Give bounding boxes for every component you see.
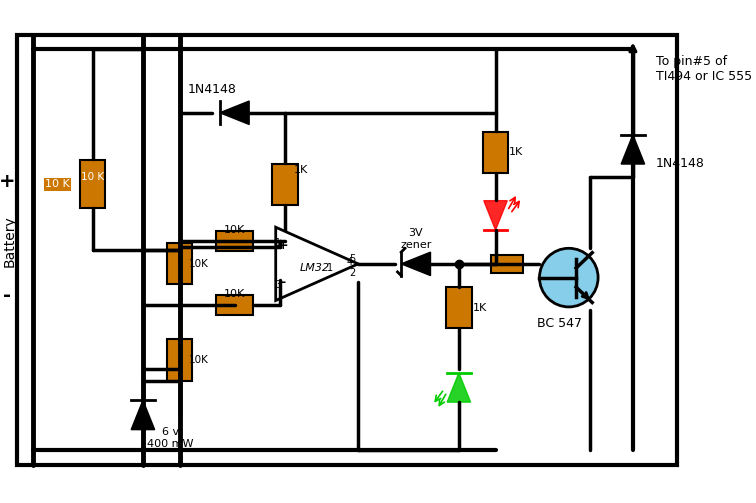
FancyBboxPatch shape bbox=[216, 295, 253, 315]
Polygon shape bbox=[447, 373, 470, 402]
Text: 1K: 1K bbox=[472, 303, 487, 313]
Text: 5: 5 bbox=[349, 255, 356, 264]
Text: 10 K: 10 K bbox=[45, 179, 70, 189]
Text: Battery: Battery bbox=[3, 215, 17, 267]
Text: 10K: 10K bbox=[224, 289, 245, 299]
Polygon shape bbox=[484, 201, 507, 230]
FancyBboxPatch shape bbox=[216, 231, 253, 251]
Text: 3: 3 bbox=[275, 280, 281, 290]
Text: 3V
zener: 3V zener bbox=[400, 228, 432, 250]
Text: 1: 1 bbox=[275, 238, 281, 248]
Text: To pin#5 of
TI494 or IC 555: To pin#5 of TI494 or IC 555 bbox=[655, 55, 752, 83]
Text: TI: TI bbox=[230, 171, 464, 385]
Text: -: - bbox=[3, 286, 11, 305]
Text: 10K: 10K bbox=[189, 355, 209, 365]
Text: +: + bbox=[277, 239, 288, 252]
Text: 10K: 10K bbox=[224, 225, 245, 235]
Polygon shape bbox=[276, 227, 358, 300]
Text: 10K: 10K bbox=[189, 259, 209, 269]
Polygon shape bbox=[621, 135, 645, 164]
Text: LM32: LM32 bbox=[300, 264, 330, 274]
Text: 1N4148: 1N4148 bbox=[187, 83, 236, 97]
Text: 2: 2 bbox=[349, 268, 356, 278]
FancyBboxPatch shape bbox=[167, 340, 192, 381]
Text: 4: 4 bbox=[346, 257, 352, 267]
Polygon shape bbox=[132, 400, 155, 430]
Text: 10 K: 10 K bbox=[81, 172, 104, 182]
Polygon shape bbox=[401, 252, 430, 276]
Text: 6 v
400 mW: 6 v 400 mW bbox=[147, 427, 194, 449]
Text: 1K: 1K bbox=[294, 164, 308, 175]
FancyBboxPatch shape bbox=[79, 160, 105, 208]
Text: 1: 1 bbox=[327, 264, 333, 274]
FancyBboxPatch shape bbox=[446, 287, 472, 328]
Text: 1N4148: 1N4148 bbox=[655, 156, 705, 170]
FancyBboxPatch shape bbox=[272, 163, 298, 205]
FancyBboxPatch shape bbox=[482, 131, 508, 173]
Text: 1K: 1K bbox=[510, 147, 523, 157]
Polygon shape bbox=[220, 101, 249, 124]
FancyBboxPatch shape bbox=[17, 35, 677, 465]
Text: -: - bbox=[280, 276, 286, 289]
Text: BC 547: BC 547 bbox=[537, 317, 582, 330]
Text: +: + bbox=[0, 172, 16, 191]
FancyBboxPatch shape bbox=[167, 243, 192, 285]
Circle shape bbox=[540, 248, 598, 307]
FancyBboxPatch shape bbox=[491, 255, 523, 273]
